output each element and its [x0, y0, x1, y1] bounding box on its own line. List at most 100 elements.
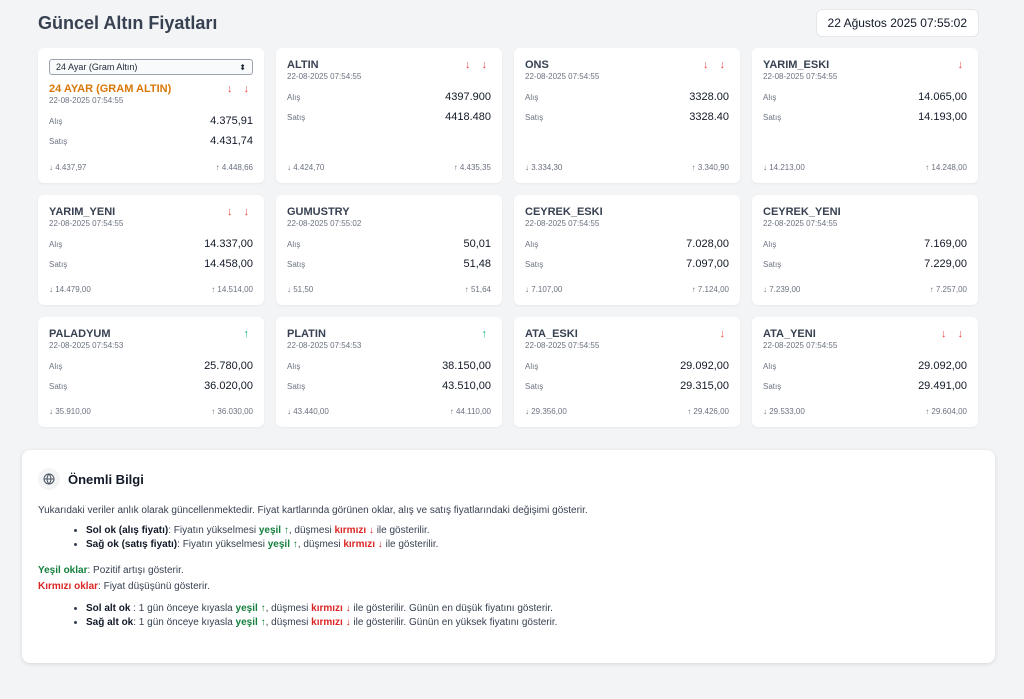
card-timestamp: 22-08-2025 07:54:55: [525, 341, 600, 350]
buy-price: 29.092,00: [918, 360, 967, 372]
item-text-mid: , düşmesi: [288, 525, 335, 536]
price-card: YARIM_YENI ↓ ↓ 22-08-2025 07:54:55 Alış …: [38, 195, 264, 305]
trend-arrows-icon: ↓ ↓: [702, 59, 729, 71]
price-card: ONS ↓ ↓ 22-08-2025 07:54:55 Alış 3328.00…: [514, 48, 740, 183]
red-arrows-label: Kırmızı oklar: [38, 581, 99, 592]
sell-label: Satış: [525, 381, 544, 391]
info-panel: Önemli Bilgi Yukarıdaki veriler anlık ol…: [22, 450, 995, 663]
buy-price: 7.028,00: [686, 238, 729, 250]
buy-label: Alış: [525, 239, 539, 249]
green-arrow-text: yeşil ↑: [258, 525, 289, 536]
sell-price: 14.458,00: [204, 258, 253, 270]
arrow-explanation-list: Sol ok (alış fiyatı): Fiyatın yükselmesi…: [86, 524, 979, 552]
sell-price: 29.491,00: [918, 380, 967, 392]
sell-price: 4.431,74: [210, 135, 253, 147]
sell-price: 36.020,00: [204, 380, 253, 392]
buy-price: 14.337,00: [204, 238, 253, 250]
buy-label: Alış: [49, 361, 63, 371]
daily-high: ↑ 14.514,00: [211, 285, 253, 294]
trend-arrows-icon: ↑: [243, 328, 253, 340]
buy-price: 29.092,00: [680, 360, 729, 372]
page-title: Güncel Altın Fiyatları: [38, 12, 218, 33]
buy-label: Alış: [287, 361, 301, 371]
sell-price: 4418.480: [445, 111, 491, 123]
sell-price: 43.510,00: [442, 380, 491, 392]
card-timestamp: 22-08-2025 07:54:55: [525, 72, 600, 81]
item-text-mid: , düşmesi: [297, 539, 344, 550]
buy-label: Alış: [763, 92, 777, 102]
daily-high: ↑ 3.340,90: [691, 163, 729, 172]
currency-select[interactable]: 24 Ayar (Gram Altın) ⬍: [49, 59, 253, 75]
info-list-item: Sol alt ok : 1 gün önceye kıyasla yeşil …: [86, 602, 979, 616]
trend-arrows-icon: ↓ ↓: [464, 59, 491, 71]
price-card: ATA_ESKI ↓ 22-08-2025 07:54:55 Alış 29.0…: [514, 317, 740, 427]
info-list-item: Sağ ok (satış fiyatı): Fiyatın yükselmes…: [86, 538, 979, 552]
item-text-post: ile gösterilir. Günün en düşük fiyatını …: [350, 603, 553, 614]
daily-high: ↑ 44.110,00: [449, 407, 491, 416]
sell-label: Satış: [763, 112, 782, 122]
daily-high: ↑ 4.435,35: [453, 163, 491, 172]
card-timestamp: 22-08-2025 07:54:55: [49, 219, 124, 228]
card-timestamp: 22-08-2025 07:54:55: [49, 96, 124, 105]
buy-price: 7.169,00: [924, 238, 967, 250]
red-arrow-text: kırmızı ↓: [311, 617, 351, 628]
price-card: GUMUSTRY 22-08-2025 07:55:02 Alış 50,01 …: [276, 195, 502, 305]
sell-label: Satış: [287, 259, 306, 269]
card-name: CEYREK_ESKI: [525, 206, 603, 218]
card-name: YARIM_YENI: [49, 206, 116, 218]
card-timestamp: 22-08-2025 07:54:55: [763, 341, 838, 350]
sell-price: 29.315,00: [680, 380, 729, 392]
currency-select-value: 24 Ayar (Gram Altın): [56, 62, 138, 72]
buy-price: 38.150,00: [442, 360, 491, 372]
buy-label: Alış: [287, 239, 301, 249]
card-timestamp: 22-08-2025 07:54:53: [287, 341, 362, 350]
item-text-post: ile gösterilir. Günün en yüksek fiyatını…: [350, 617, 558, 628]
item-text-pre: : Fiyatın yükselmesi: [177, 539, 268, 550]
buy-label: Alış: [525, 92, 539, 102]
trend-arrows-icon: ↓ ↓: [226, 83, 253, 95]
card-timestamp: 22-08-2025 07:55:02: [287, 219, 362, 228]
daily-high: ↑ 51,64: [464, 285, 491, 294]
buy-label: Alış: [763, 361, 777, 371]
sell-price: 51,48: [463, 258, 491, 270]
trend-arrows-icon: ↓: [957, 59, 967, 71]
item-title: Sağ ok (satış fiyatı): [86, 539, 178, 550]
card-name: ATA_YENI: [763, 328, 816, 340]
card-timestamp: 22-08-2025 07:54:55: [287, 72, 362, 81]
price-card: 24 Ayar (Gram Altın) ⬍ 24 AYAR (GRAM ALT…: [38, 48, 264, 183]
card-name: CEYREK_YENI: [763, 206, 841, 218]
daily-high: ↑ 29.604,00: [925, 407, 967, 416]
green-arrows-text: : Pozitif artışı gösterir.: [87, 565, 184, 576]
trend-arrows-icon: ↑: [481, 328, 491, 340]
daily-high: ↑ 29.426,00: [687, 407, 729, 416]
price-card: YARIM_ESKI ↓ 22-08-2025 07:54:55 Alış 14…: [752, 48, 978, 183]
daily-high: ↑ 4.448,66: [215, 163, 253, 172]
buy-label: Alış: [287, 92, 301, 102]
item-text-post: ile gösterilir.: [373, 525, 430, 536]
daily-low: ↓ 51,50: [287, 285, 314, 294]
info-title: Önemli Bilgi: [68, 471, 144, 487]
green-arrows-label: Yeşil oklar: [38, 565, 88, 576]
item-text-mid: , düşmesi: [265, 617, 312, 628]
red-arrow-text: kırmızı ↓: [311, 603, 351, 614]
red-arrow-text: kırmızı ↓: [334, 525, 374, 536]
info-header: Önemli Bilgi: [38, 468, 979, 490]
trend-arrows-icon: ↓ ↓: [940, 328, 967, 340]
daily-low: ↓ 29.533,00: [763, 407, 805, 416]
buy-price: 4397.900: [445, 91, 491, 103]
item-text-post: ile gösterilir.: [382, 539, 439, 550]
info-list-item: Sağ alt ok: 1 gün önceye kıyasla yeşil ↑…: [86, 616, 979, 630]
daily-low: ↓ 4.437,97: [49, 163, 87, 172]
item-text-pre: : Fiyatın yükselmesi: [168, 525, 259, 536]
daily-low: ↓ 14.479,00: [49, 285, 91, 294]
item-text-mid: , düşmesi: [265, 603, 312, 614]
select-updown-icon: ⬍: [239, 62, 246, 72]
globe-icon: [38, 468, 60, 490]
green-arrows-note: Yeşil oklar: Pozitif artışı gösterir.: [38, 564, 979, 578]
sell-label: Satış: [525, 259, 544, 269]
item-text-pre: : 1 gün önceye kıyasla: [133, 617, 236, 628]
sell-label: Satış: [763, 381, 782, 391]
buy-label: Alış: [49, 239, 63, 249]
card-timestamp: 22-08-2025 07:54:55: [763, 219, 838, 228]
card-timestamp: 22-08-2025 07:54:55: [525, 219, 600, 228]
